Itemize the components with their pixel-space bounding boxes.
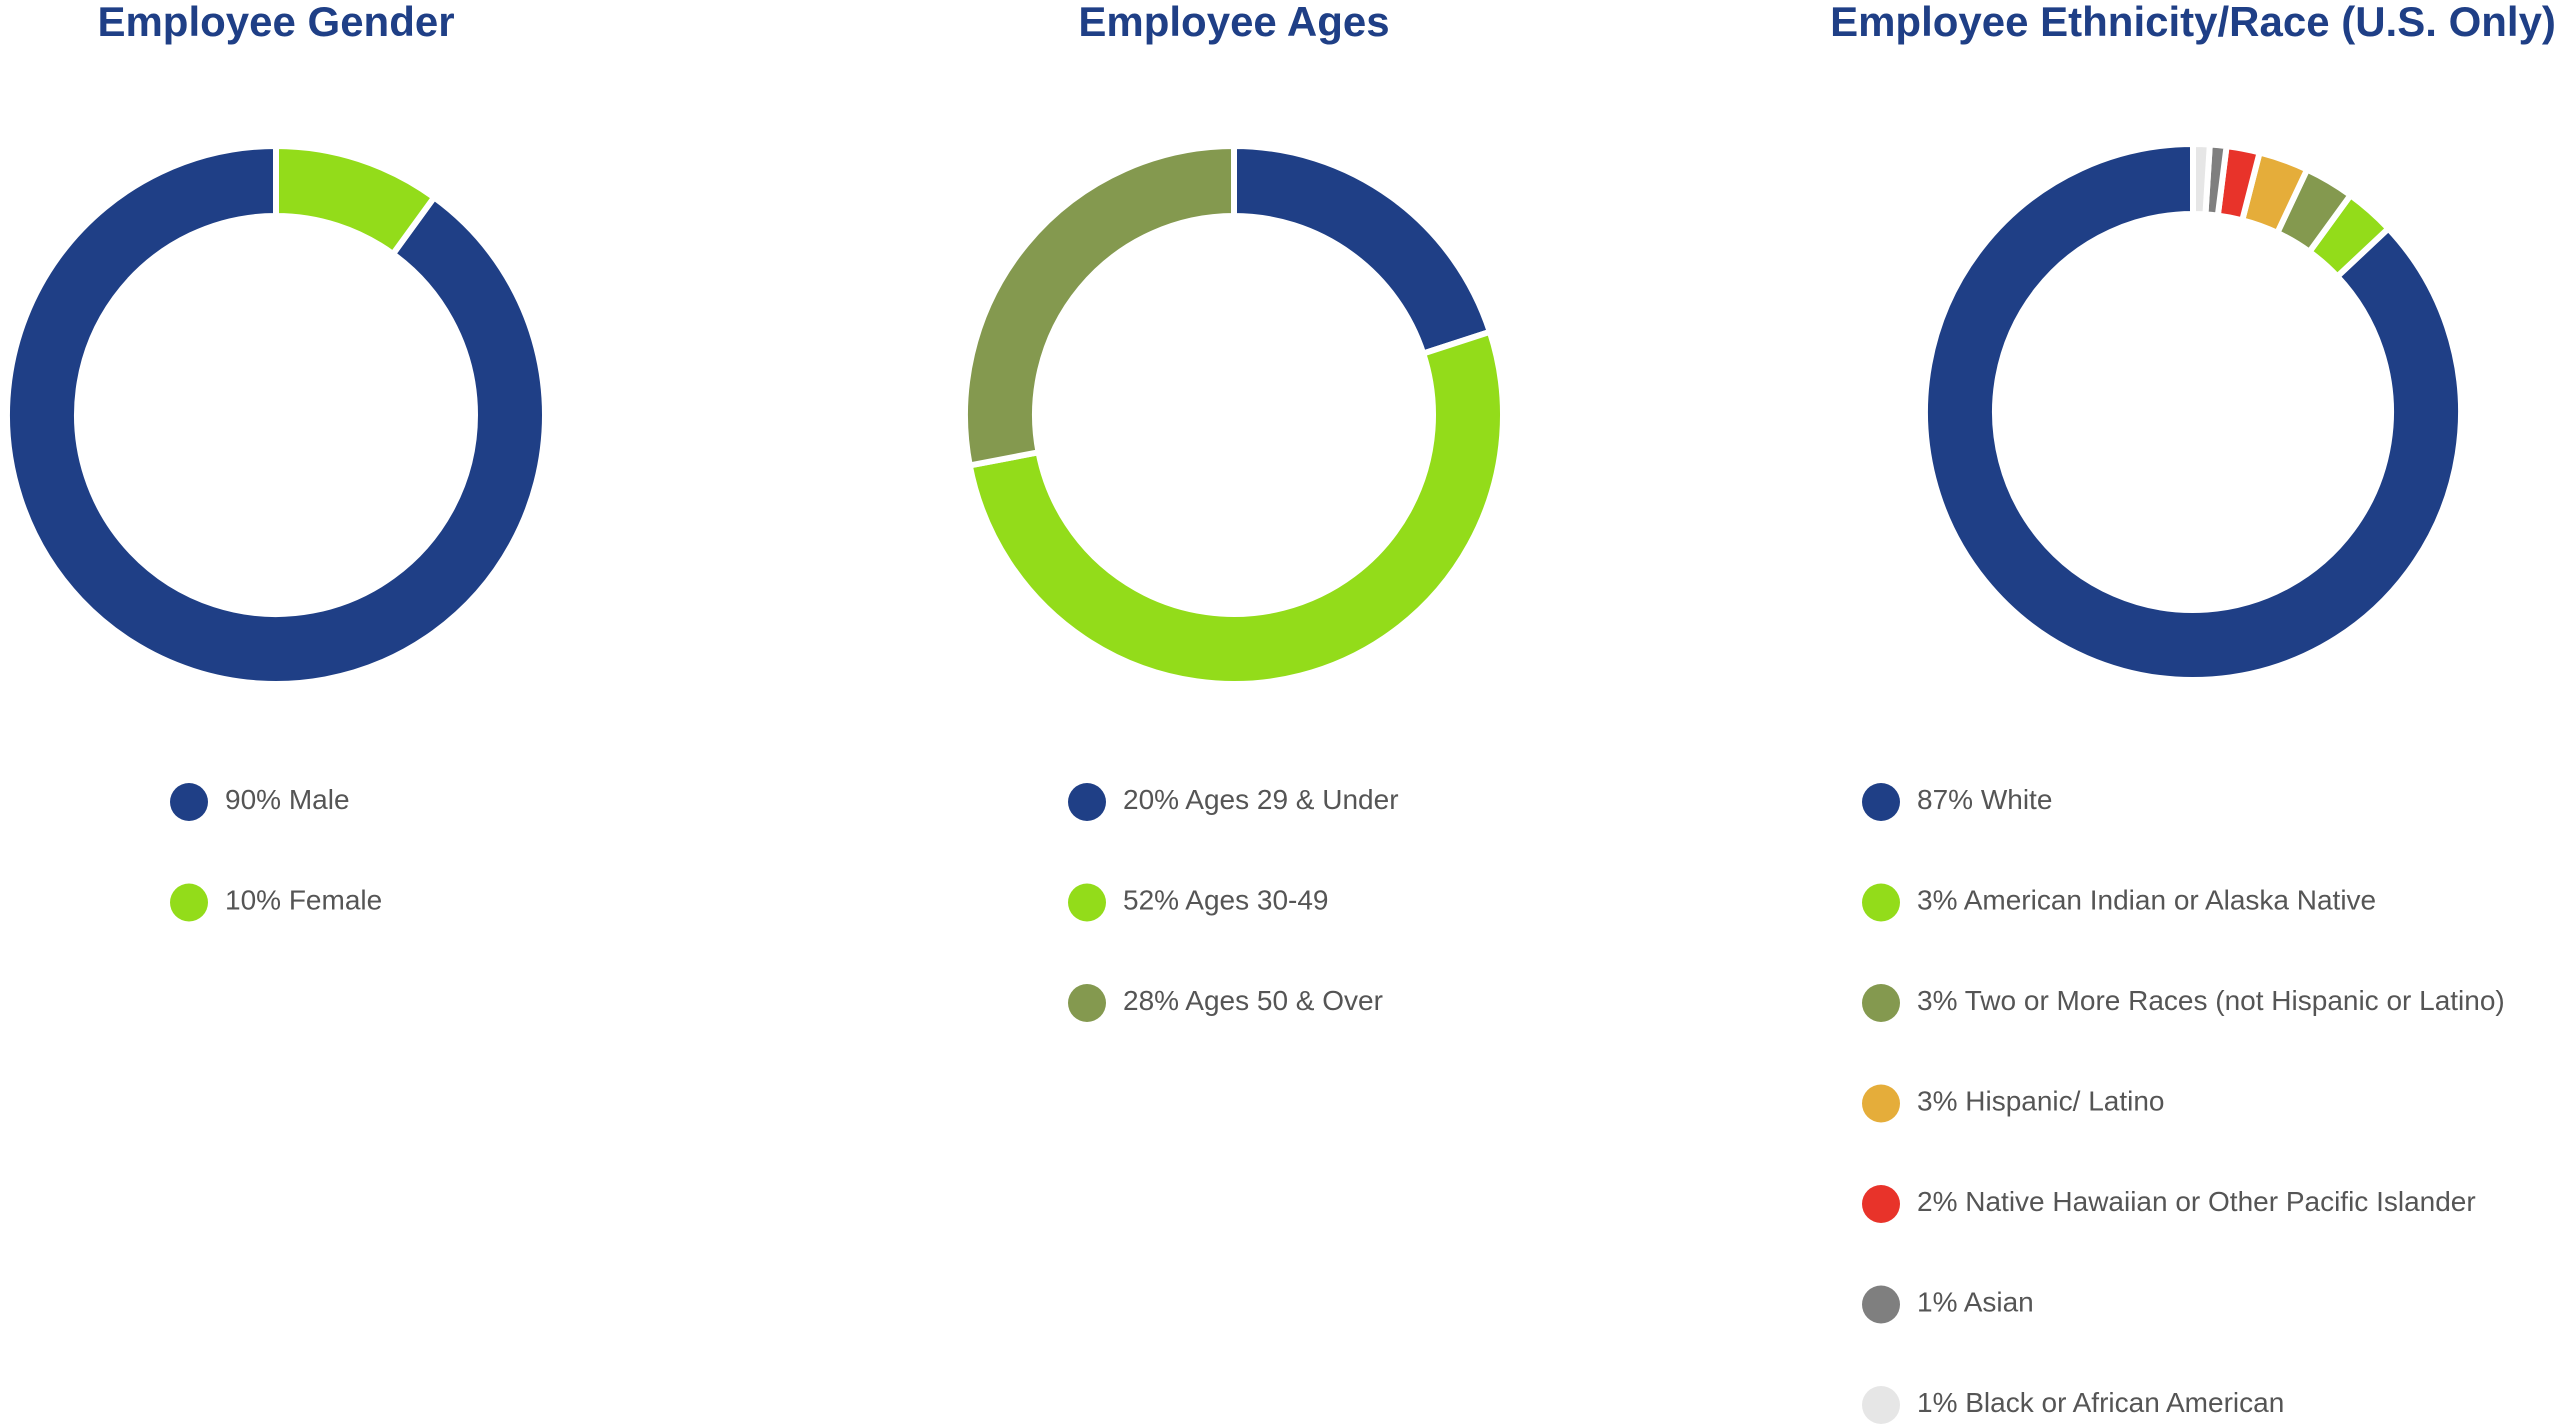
- legend-label: 1% Black or African American: [1917, 1387, 2284, 1418]
- legend-category: Asian: [1964, 1287, 2034, 1318]
- legend-marker: [1862, 1386, 1900, 1424]
- legend-label: 3% Two or More Races (not Hispanic or La…: [1917, 985, 2505, 1016]
- legend-label: 2% Native Hawaiian or Other Pacific Isla…: [1917, 1186, 2476, 1217]
- legend-label: 52% Ages 30-49: [1123, 885, 1329, 916]
- donut-segment: [2190, 140, 2214, 218]
- legend-label: 1% Asian: [1917, 1287, 2034, 1318]
- legend-label: 3% Hispanic/ Latino: [1917, 1086, 2164, 1117]
- donut-segment: [2238, 148, 2312, 237]
- legend-marker: [1862, 883, 1900, 922]
- chart-title: Employee Ages: [1078, 0, 1389, 45]
- legend-value: 2%: [1917, 1186, 1957, 1217]
- donut-segment: [273, 142, 439, 259]
- chart-title: Employee Gender: [97, 0, 454, 45]
- legend-value: 1%: [1917, 1287, 1957, 1318]
- legend-category: Two or More Races (not Hispanic or Latin…: [1965, 985, 2505, 1016]
- legend-value: 1%: [1917, 1387, 1957, 1418]
- legend-value: 3%: [1917, 885, 1957, 916]
- legend-label: 87% White: [1917, 784, 2052, 815]
- chart: Employee Ethnicity/Race (U.S. Only) 87% W…: [1830, 0, 2556, 1424]
- legend-category: Black or African American: [1965, 1387, 2284, 1418]
- legend-label: 28% Ages 50 & Over: [1123, 985, 1383, 1016]
- legend-label: 20% Ages 29 & Under: [1123, 784, 1399, 815]
- chart: Employee Ages 20% Ages 29 & Under 52% Ages…: [962, 0, 1506, 1022]
- legend-value: 52%: [1123, 885, 1179, 916]
- chart-title: Employee Ethnicity/Race (U.S. Only): [1830, 0, 2556, 45]
- legend-label: 3% American Indian or Alaska Native: [1917, 885, 2376, 916]
- legend-marker: [1862, 1185, 1900, 1223]
- donut-segment: [2273, 165, 2355, 257]
- legend-category: Ages 30-49: [1185, 885, 1328, 916]
- legend-marker: [170, 783, 208, 821]
- legend-marker: [1068, 883, 1106, 922]
- donut-segment: [1921, 140, 2464, 683]
- legend-marker: [1862, 1084, 1900, 1123]
- legend-value: 28%: [1123, 985, 1179, 1016]
- legend-value: 10%: [225, 885, 281, 916]
- legend-category: American Indian or Alaska Native: [1964, 885, 2376, 916]
- legend-category: Ages 50 & Over: [1185, 985, 1383, 1016]
- legend-label: 90% Male: [225, 784, 350, 815]
- legend-marker: [1862, 1285, 1900, 1324]
- legend-value: 90%: [225, 784, 281, 815]
- legend-marker: [1862, 783, 1900, 821]
- legend-category: Male: [289, 784, 350, 815]
- legend-marker: [170, 883, 208, 922]
- donut-segment: [2305, 190, 2393, 281]
- legend-marker: [1862, 984, 1900, 1022]
- donut-segment: [966, 328, 1506, 687]
- legend-category: Hispanic/ Latino: [1965, 1086, 2164, 1117]
- donut-segment: [1231, 142, 1494, 358]
- donut-segment: [4, 142, 548, 687]
- legend-value: 3%: [1917, 1086, 1957, 1117]
- legend-value: 20%: [1123, 784, 1179, 815]
- legend-category: White: [1981, 784, 2053, 815]
- legend-category: Female: [289, 885, 382, 916]
- legend-marker: [1068, 984, 1106, 1022]
- legend-value: 3%: [1917, 985, 1957, 1016]
- legend-category: Native Hawaiian or Other Pacific Islande…: [1965, 1186, 2475, 1217]
- chart: Employee Gender 90% Male 10% Female: [4, 0, 548, 922]
- legend-value: 87%: [1917, 784, 1973, 815]
- donut-segment: [962, 142, 1237, 469]
- legend-category: Ages 29 & Under: [1185, 784, 1398, 815]
- legend-label: 10% Female: [225, 885, 382, 916]
- legend-marker: [1068, 783, 1106, 821]
